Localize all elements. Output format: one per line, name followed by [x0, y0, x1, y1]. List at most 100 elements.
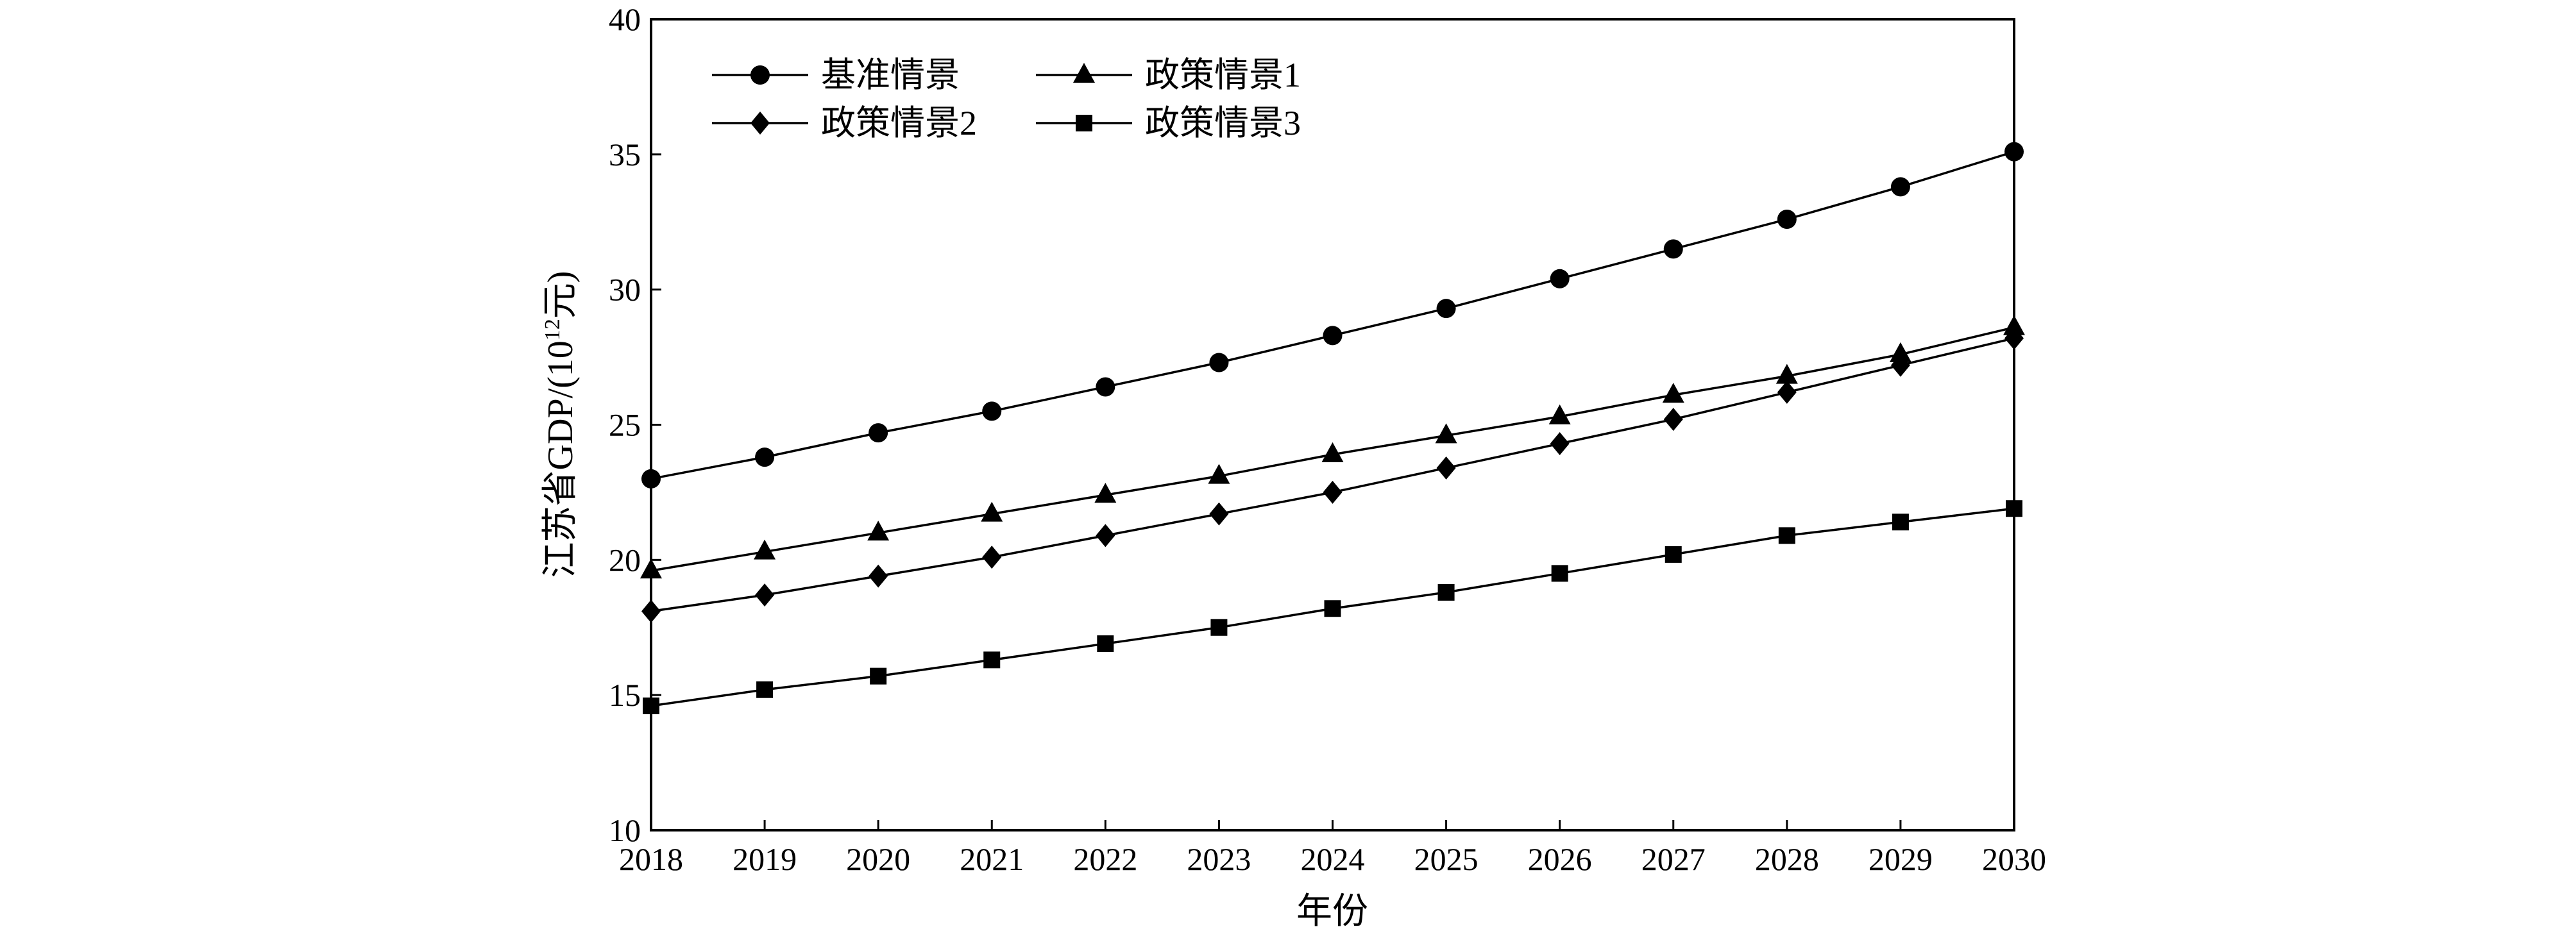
x-tick-label: 2027	[1641, 841, 1706, 877]
legend-entry: 政策情景3	[1036, 104, 1301, 142]
x-tick-label: 2020	[846, 841, 910, 877]
y-axis-title-superscript: 12	[541, 319, 564, 340]
data-point	[1094, 483, 1117, 503]
y-axis: 10 15 20 25 30 35 40	[609, 1, 661, 848]
x-tick-label: 2023	[1187, 841, 1251, 877]
data-point	[755, 447, 775, 467]
x-tick-label: 2025	[1414, 841, 1479, 877]
series-4	[643, 500, 2022, 715]
series-1	[641, 142, 2024, 489]
x-axis-title: 年份	[1296, 892, 1368, 932]
data-point	[756, 681, 774, 698]
data-point	[983, 651, 1001, 669]
data-point	[1209, 353, 1229, 372]
data-point	[1775, 364, 1798, 384]
series-3	[641, 326, 2024, 623]
data-point	[1324, 600, 1341, 617]
y-tick-label: 15	[609, 677, 641, 713]
x-tick-label: 2030	[1982, 841, 2046, 877]
data-point	[1550, 432, 1570, 456]
data-point	[1665, 546, 1682, 563]
data-point	[869, 564, 888, 588]
series-line	[650, 150, 2015, 480]
x-tick-label: 2022	[1073, 841, 1137, 877]
data-point	[1548, 404, 1571, 424]
series-layer	[640, 142, 2025, 715]
x-axis: 2018 2019 2020 2021 2022 2023 2024 2025 2026 2027…	[619, 820, 2046, 877]
data-point	[1777, 210, 1797, 230]
data-point	[1889, 342, 1911, 362]
legend-entry: 基准情景	[712, 56, 960, 94]
legend-marker	[750, 112, 770, 135]
data-point	[2004, 326, 2024, 350]
data-point	[1551, 565, 1568, 582]
data-point	[1890, 177, 1910, 197]
y-tick-label: 25	[609, 407, 641, 443]
legend: 基准情景 政策情景1 政策情景2 政策情景3	[712, 56, 1301, 142]
y-tick-label: 40	[609, 1, 641, 37]
data-point	[1663, 408, 1683, 431]
legend-label: 政策情景1	[1145, 56, 1301, 94]
legend-entry: 政策情景2	[712, 104, 977, 142]
y-axis-title: 江苏省GDP/(1012元)	[541, 271, 580, 578]
data-point	[1096, 377, 1115, 397]
data-point	[1550, 269, 1570, 288]
legend-marker	[1076, 115, 1092, 131]
data-point	[1097, 635, 1114, 653]
data-point	[1436, 456, 1456, 480]
data-point	[1890, 353, 1910, 377]
data-point	[1436, 299, 1456, 319]
legend-label: 政策情景3	[1145, 104, 1301, 142]
data-point	[981, 501, 1003, 522]
data-point	[1210, 619, 1228, 636]
legend-label: 政策情景2	[821, 104, 977, 142]
data-point	[640, 558, 662, 579]
data-point	[1323, 326, 1343, 346]
x-tick-label: 2024	[1301, 841, 1365, 877]
data-point	[2003, 315, 2025, 335]
data-point	[1437, 583, 1455, 601]
data-point	[1209, 502, 1229, 526]
data-point	[1777, 380, 1797, 404]
x-tick-label: 2019	[733, 841, 797, 877]
data-point	[1892, 514, 1909, 531]
y-tick-label: 30	[609, 272, 641, 308]
x-tick-label: 2028	[1755, 841, 1819, 877]
legend-marker	[1073, 63, 1095, 83]
legend-marker	[750, 65, 770, 85]
data-point	[643, 698, 659, 715]
data-point	[1778, 527, 1795, 544]
data-point	[1321, 442, 1344, 462]
data-point	[2004, 142, 2024, 162]
x-tick-label: 2026	[1528, 841, 1592, 877]
data-point	[641, 469, 661, 489]
series-2	[640, 315, 2025, 579]
data-point	[1208, 464, 1230, 484]
y-axis-title-suffix: 元)	[541, 271, 580, 319]
data-point	[982, 546, 1002, 569]
data-point	[1323, 480, 1343, 504]
data-point	[755, 583, 775, 607]
y-axis-title-prefix: 江苏省GDP/(10	[541, 340, 580, 578]
legend-label: 基准情景	[821, 56, 960, 94]
y-tick-label: 20	[609, 542, 641, 578]
data-point	[870, 667, 887, 685]
series-line	[650, 337, 2015, 613]
x-tick-label: 2021	[960, 841, 1024, 877]
data-point	[867, 521, 890, 541]
legend-entry: 政策情景1	[1036, 56, 1301, 94]
data-point	[869, 423, 888, 443]
data-point	[1662, 383, 1684, 403]
x-tick-label: 2018	[619, 841, 683, 877]
y-tick-label: 35	[609, 137, 641, 172]
y-tick-label: 10	[609, 812, 641, 848]
data-point	[1435, 423, 1457, 444]
data-point	[754, 539, 776, 560]
data-point	[641, 599, 661, 623]
x-tick-label: 2029	[1868, 841, 1933, 877]
data-point	[982, 401, 1002, 421]
data-point	[1663, 239, 1683, 259]
data-point	[1096, 524, 1115, 547]
